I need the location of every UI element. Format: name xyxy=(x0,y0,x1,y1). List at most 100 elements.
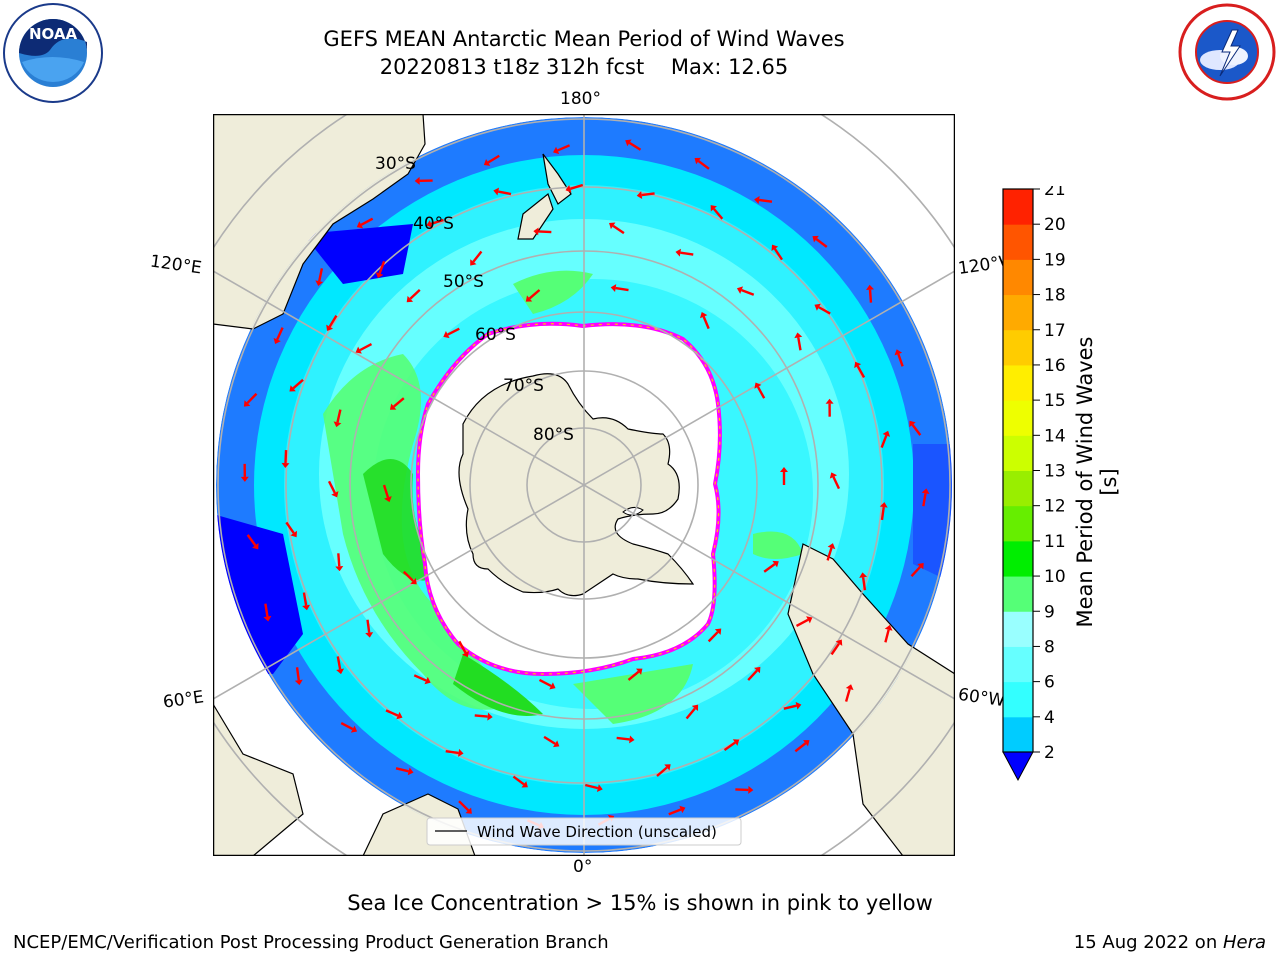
wave-direction-arrow xyxy=(512,775,525,786)
noaa-logo-icon: NOAA xyxy=(2,2,104,104)
colorbar-tick-label: 13 xyxy=(1044,462,1066,482)
wave-direction-arrowhead xyxy=(410,577,417,585)
map-panel: 30°S 40°S 50°S 60°S 70°S 80°S Wind Wave … xyxy=(212,113,956,857)
colorbar-tick-label: 9 xyxy=(1044,602,1055,622)
wave-direction-arrow xyxy=(292,378,304,390)
wave-direction-arrowhead xyxy=(827,543,836,550)
wave-direction-arrowhead xyxy=(326,324,334,331)
map-svg: 30°S 40°S 50°S 60°S 70°S 80°S Wind Wave … xyxy=(212,113,956,857)
lat-label-30s: 30°S xyxy=(375,154,416,174)
colorbar-block xyxy=(1003,540,1033,577)
wave-direction-arrow xyxy=(628,141,642,151)
wave-direction-arrow xyxy=(615,286,629,292)
wave-direction-arrowhead xyxy=(414,176,420,185)
colorbar-block xyxy=(1003,505,1033,542)
wave-direction-arrowhead xyxy=(636,191,643,200)
map-frame xyxy=(212,113,956,857)
wave-direction-arrowhead xyxy=(443,331,450,339)
wave-direction-arrow xyxy=(393,397,405,408)
wave-direction-arrowhead xyxy=(625,139,632,147)
wave-direction-arrow xyxy=(246,534,257,547)
colorbar-tick-label: 2 xyxy=(1044,743,1055,763)
wave-direction-arrowhead xyxy=(917,562,924,570)
colorbar-tick-label: 4 xyxy=(1044,708,1055,728)
wave-direction-arrowhead xyxy=(921,488,930,495)
wave-direction-arrowhead xyxy=(859,572,868,578)
footer-date-text: 15 Aug 2022 on xyxy=(1073,932,1223,953)
wave-direction-arrow xyxy=(627,670,640,681)
max-value-label: Max: 12.65 xyxy=(670,55,789,79)
wave-direction-arrowhead xyxy=(909,420,916,428)
wave-direction-arrowhead xyxy=(679,805,686,814)
wave-direction-arrow xyxy=(702,316,710,330)
colorbar-tick-label: 10 xyxy=(1044,567,1066,587)
footer-branch: NCEP/EMC/Verification Post Processing Pr… xyxy=(13,932,609,953)
wave-direction-arrowhead xyxy=(365,632,374,638)
forecast-run-label: 20220813 t18z 312h fcst xyxy=(379,55,645,79)
wave-direction-arrowhead xyxy=(273,337,281,345)
colorbar-tick-label: 16 xyxy=(1044,356,1066,376)
wave-direction-arrow xyxy=(402,570,414,582)
wave-direction-arrowhead xyxy=(866,284,875,290)
wave-direction-arrowhead xyxy=(294,679,303,686)
wave-direction-arrow xyxy=(543,735,556,745)
wave-direction-arrow xyxy=(783,704,797,710)
lon-label-180: 180° xyxy=(560,89,601,109)
wave-direction-arrow xyxy=(385,709,399,717)
wave-direction-arrow xyxy=(584,783,599,790)
wave-direction-arrow xyxy=(336,656,342,670)
graticule xyxy=(213,114,955,856)
wave-direction-arrow xyxy=(360,217,374,226)
wave-direction-arrow xyxy=(430,218,444,226)
wave-direction-arrow xyxy=(327,480,336,494)
wave-direction-arrowhead xyxy=(714,628,722,635)
wave-direction-arrow xyxy=(758,198,773,203)
wave-direction-arrow xyxy=(880,506,885,521)
colorbar-tick-label: 6 xyxy=(1044,673,1055,693)
wave-direction-arrow xyxy=(612,224,625,235)
wave-direction-arrowhead xyxy=(263,615,272,622)
wave-direction-arrowhead xyxy=(806,616,813,624)
wave-direction-arrow xyxy=(264,603,269,617)
wave-direction-arrow xyxy=(911,424,922,436)
wave-direction-arrow xyxy=(472,250,483,263)
wave-direction-arrowhead xyxy=(694,157,701,165)
wave-direction-arrow xyxy=(498,190,512,196)
wave-direction-arrowhead xyxy=(884,624,893,631)
colorbar-block xyxy=(1003,576,1033,612)
wave-direction-arrow xyxy=(382,484,390,498)
lon-label-120e: 120°E xyxy=(148,251,203,279)
wave-direction-arrow xyxy=(685,707,696,720)
colorbar-block xyxy=(1003,189,1033,225)
wave-direction-arrow xyxy=(910,565,922,578)
wave-direction-arrow xyxy=(897,353,904,367)
lon-label-0: 0° xyxy=(573,857,593,877)
wave-direction-arrow xyxy=(861,577,867,591)
wave-direction-arrow xyxy=(340,721,354,731)
wave-direction-arrowhead xyxy=(736,286,744,294)
wave-direction-arrowhead xyxy=(384,496,392,503)
wave-direction-arrowhead xyxy=(553,740,560,748)
colorbar-block xyxy=(1003,329,1033,366)
colorbar-tick-label: 19 xyxy=(1044,250,1066,270)
wave-direction-arrowhead xyxy=(879,502,888,508)
wave-direction-arrow xyxy=(528,289,541,300)
wave-direction-arrowhead xyxy=(754,382,762,389)
wave-direction-arrow xyxy=(458,640,467,654)
wave-direction-arrowhead xyxy=(289,385,296,392)
wave-direction-arrow xyxy=(447,327,460,336)
wave-direction-arrowhead xyxy=(335,565,344,572)
colorbar-tick-label: 12 xyxy=(1044,497,1066,517)
wave-direction-arrow xyxy=(741,288,755,296)
footer-date: 15 Aug 2022 on Hera xyxy=(1074,932,1266,953)
wave-direction-arrow xyxy=(668,808,682,816)
wave-direction-arrowhead xyxy=(426,220,433,228)
colorbar-block xyxy=(1003,224,1033,260)
wave-direction-arrowhead xyxy=(470,259,477,266)
lon-label-60w: 60°W xyxy=(956,684,1007,712)
wave-direction-arrowhead xyxy=(629,735,635,744)
wave-direction-arrow xyxy=(318,268,324,282)
wave-direction-arrow xyxy=(763,563,776,573)
wave-direction-arrowhead xyxy=(389,403,397,410)
lon-label-60e: 60°E xyxy=(161,687,206,713)
